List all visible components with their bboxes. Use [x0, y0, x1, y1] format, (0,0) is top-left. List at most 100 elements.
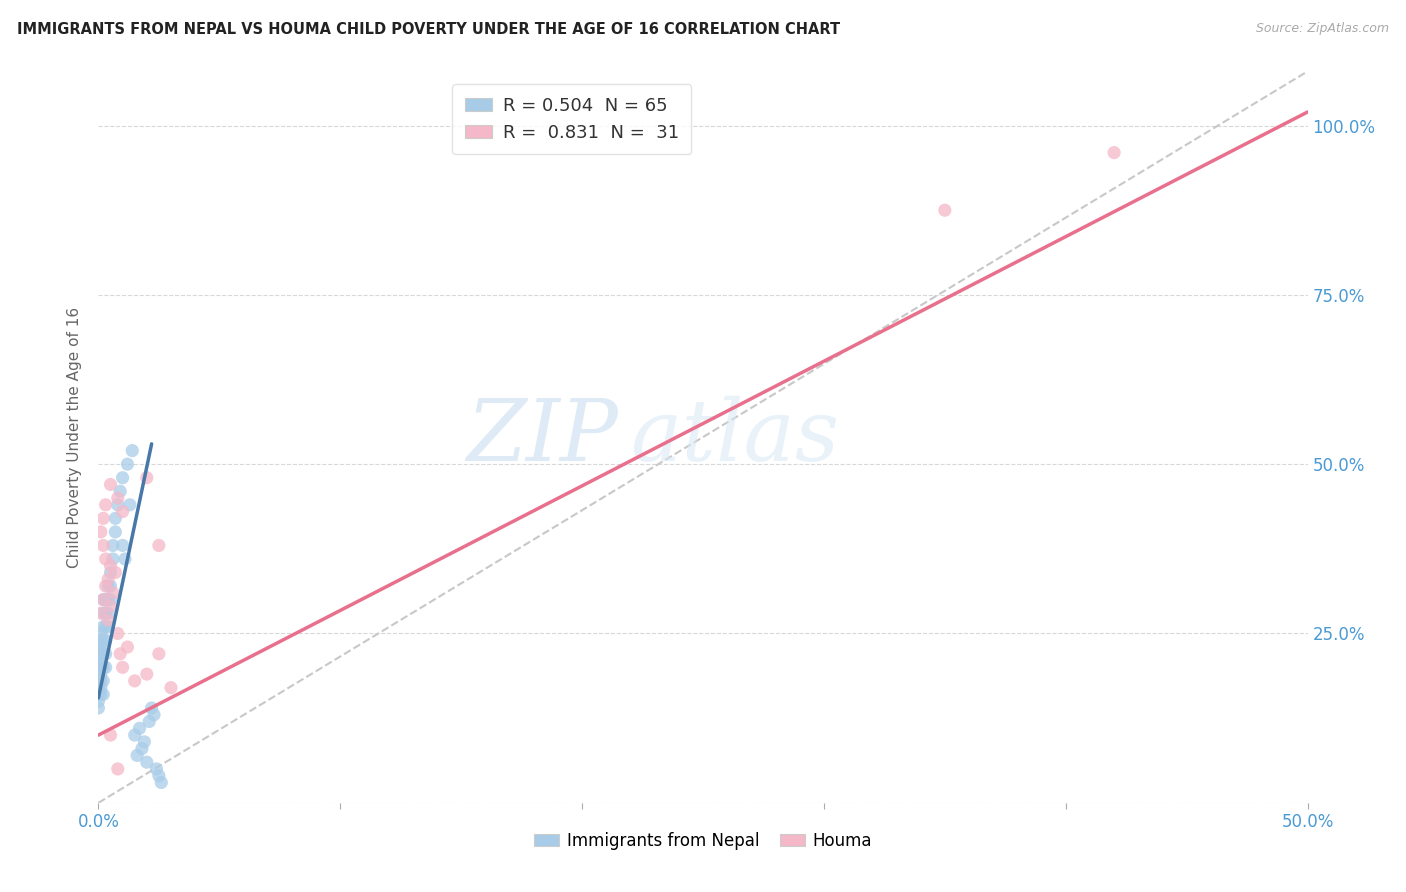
Point — [141, 701, 163, 715]
Point — [111, 660, 134, 674]
Point — [90, 667, 112, 681]
Point — [107, 491, 129, 505]
Point — [104, 511, 127, 525]
Point — [87, 667, 110, 681]
Point — [94, 552, 117, 566]
Text: ZIP: ZIP — [467, 396, 619, 478]
Point — [90, 681, 112, 695]
Point — [90, 640, 112, 654]
Point — [87, 673, 110, 688]
Point — [87, 647, 110, 661]
Point — [107, 626, 129, 640]
Point — [87, 694, 110, 708]
Point — [107, 498, 129, 512]
Point — [100, 558, 122, 573]
Point — [134, 735, 156, 749]
Point — [94, 660, 117, 674]
Point — [135, 471, 157, 485]
Point — [91, 647, 114, 661]
Point — [87, 640, 110, 654]
Point — [90, 660, 112, 674]
Point — [100, 599, 122, 614]
Point — [111, 505, 134, 519]
Point — [128, 721, 150, 735]
Point — [121, 443, 143, 458]
Point — [90, 688, 112, 702]
Point — [114, 552, 136, 566]
Point — [87, 688, 110, 702]
Point — [94, 498, 117, 512]
Point — [90, 606, 112, 620]
Point — [143, 707, 166, 722]
Point — [91, 660, 114, 674]
Point — [90, 647, 112, 661]
Point — [100, 592, 122, 607]
Point — [87, 681, 110, 695]
Point — [934, 203, 956, 218]
Point — [91, 538, 114, 552]
Point — [101, 552, 124, 566]
Point — [101, 586, 124, 600]
Point — [100, 728, 122, 742]
Point — [91, 673, 114, 688]
Point — [97, 572, 120, 586]
Point — [101, 538, 124, 552]
Point — [150, 775, 173, 789]
Point — [107, 762, 129, 776]
Point — [97, 606, 120, 620]
Point — [160, 681, 183, 695]
Point — [87, 660, 110, 674]
Point — [127, 748, 149, 763]
Point — [100, 477, 122, 491]
Point — [148, 538, 170, 552]
Point — [94, 579, 117, 593]
Point — [94, 606, 117, 620]
Point — [148, 647, 170, 661]
Point — [138, 714, 160, 729]
Point — [124, 728, 146, 742]
Point — [148, 769, 170, 783]
Point — [104, 566, 127, 580]
Y-axis label: Child Poverty Under the Age of 16: Child Poverty Under the Age of 16 — [67, 307, 83, 567]
Point — [124, 673, 146, 688]
Point — [135, 667, 157, 681]
Point — [90, 654, 112, 668]
Point — [94, 620, 117, 634]
Point — [91, 606, 114, 620]
Point — [97, 620, 120, 634]
Point — [91, 592, 114, 607]
Point — [111, 538, 134, 552]
Point — [87, 701, 110, 715]
Point — [100, 579, 122, 593]
Point — [108, 484, 131, 499]
Legend: Immigrants from Nepal, Houma: Immigrants from Nepal, Houma — [527, 825, 879, 856]
Point — [91, 688, 114, 702]
Point — [94, 592, 117, 607]
Point — [104, 524, 127, 539]
Point — [94, 647, 117, 661]
Point — [91, 633, 114, 648]
Point — [100, 566, 122, 580]
Text: atlas: atlas — [630, 396, 839, 478]
Point — [97, 613, 120, 627]
Point — [97, 579, 120, 593]
Point — [97, 592, 120, 607]
Point — [90, 524, 112, 539]
Point — [90, 633, 112, 648]
Point — [111, 471, 134, 485]
Point — [117, 457, 139, 471]
Text: Source: ZipAtlas.com: Source: ZipAtlas.com — [1256, 22, 1389, 36]
Point — [117, 640, 139, 654]
Text: IMMIGRANTS FROM NEPAL VS HOUMA CHILD POVERTY UNDER THE AGE OF 16 CORRELATION CHA: IMMIGRANTS FROM NEPAL VS HOUMA CHILD POV… — [17, 22, 839, 37]
Point — [94, 633, 117, 648]
Point — [87, 654, 110, 668]
Point — [90, 626, 112, 640]
Point — [91, 592, 114, 607]
Point — [108, 647, 131, 661]
Point — [118, 498, 141, 512]
Point — [135, 755, 157, 769]
Point — [145, 762, 167, 776]
Point — [91, 620, 114, 634]
Point — [131, 741, 153, 756]
Point — [1102, 145, 1125, 160]
